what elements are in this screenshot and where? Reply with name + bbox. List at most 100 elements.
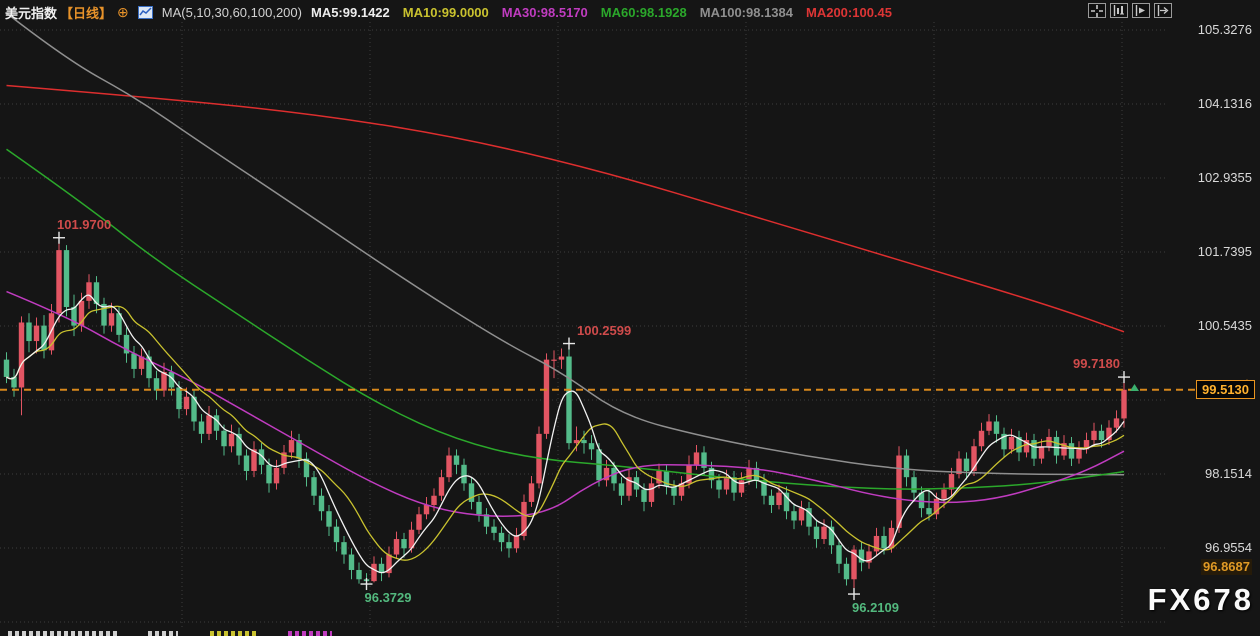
candle-body <box>866 551 872 563</box>
candle-body <box>858 549 865 563</box>
candle-body <box>438 477 445 496</box>
period-label[interactable]: 【日线】 <box>60 6 113 21</box>
candle-body <box>626 477 632 496</box>
axis-label: 98.1514 <box>1205 465 1252 481</box>
axis-label: 102.9355 <box>1197 170 1252 185</box>
candle-body <box>776 492 782 506</box>
candle-body <box>408 529 415 549</box>
candle-body <box>956 458 962 475</box>
price-annotation: 96.2109 <box>852 600 899 616</box>
candle-body <box>603 467 610 481</box>
candle-body <box>93 282 100 304</box>
ma30-line <box>6 290 1125 517</box>
candle-body <box>108 313 115 326</box>
candle-body <box>1113 418 1120 428</box>
candle-body <box>123 334 130 354</box>
candle-body <box>1001 433 1007 450</box>
clipped-indicator-row-3 <box>210 631 258 636</box>
reference-price-label: 96.8687 <box>1201 559 1252 575</box>
candle-body <box>948 474 955 490</box>
candle-body <box>1031 440 1037 459</box>
ma-settings-label[interactable]: MA(5,10,30,60,100,200) <box>161 5 302 20</box>
candle-body <box>551 359 557 361</box>
candle-body <box>746 467 752 481</box>
candle-body <box>183 396 190 410</box>
candle-body <box>288 440 295 453</box>
candle-body <box>911 477 917 493</box>
scale-left-button[interactable] <box>1110 3 1128 18</box>
candle-body <box>1038 446 1045 459</box>
candle-body <box>71 307 77 326</box>
candle-body <box>521 501 527 536</box>
candle-body <box>161 371 167 391</box>
candle-body <box>791 511 797 521</box>
ma60-line <box>6 148 1125 490</box>
candle-body <box>731 477 737 493</box>
ma10-line <box>6 305 1125 561</box>
axis-label: 104.1316 <box>1197 96 1252 111</box>
candle-body <box>663 470 670 487</box>
candle-body <box>468 483 475 502</box>
candle-body <box>753 467 760 481</box>
candle-body <box>813 526 820 540</box>
clipped-indicator-row-1 <box>8 631 118 636</box>
candle-body <box>986 421 992 431</box>
candle-body <box>56 250 62 314</box>
ma-value: MA30:98.5170 <box>501 5 588 20</box>
candle-body <box>566 356 572 444</box>
candle-body <box>281 452 287 468</box>
ma-value: MA10:99.0000 <box>402 5 489 20</box>
candle-body <box>873 535 880 552</box>
candle-body <box>903 455 910 478</box>
line-chart-icon[interactable] <box>137 6 153 19</box>
candle-body <box>558 356 565 360</box>
candle-body <box>528 483 535 502</box>
scale-right-button[interactable] <box>1132 3 1150 18</box>
candle-body <box>446 455 452 478</box>
candle-body <box>378 563 385 574</box>
axis-label: 101.7395 <box>1197 244 1252 259</box>
crosshair-button[interactable] <box>1088 3 1106 18</box>
candle-body <box>611 467 617 484</box>
candle-body <box>461 464 467 484</box>
candle-body <box>326 511 332 527</box>
candle-body <box>978 430 985 447</box>
candle-body <box>221 430 227 447</box>
candle-body <box>33 325 40 342</box>
price-annotation: 99.7180 <box>1073 356 1120 372</box>
candle-body <box>431 495 437 506</box>
candle-body <box>941 489 947 499</box>
candle-body <box>918 492 925 509</box>
candle-body <box>618 483 625 496</box>
candle-body <box>738 480 745 493</box>
candle-body <box>386 554 392 574</box>
candle-body <box>581 440 587 444</box>
candle-body <box>963 458 970 471</box>
candle-body <box>356 569 362 580</box>
candle-body <box>311 477 317 496</box>
candle-body <box>1023 440 1030 453</box>
candle-body <box>101 303 107 326</box>
candle-body <box>423 505 430 515</box>
candle-body <box>476 501 482 515</box>
candle-body <box>228 433 235 447</box>
candle-body <box>881 535 887 549</box>
add-indicator-icon[interactable]: ⊕ <box>117 4 129 20</box>
candle-body <box>798 508 805 521</box>
candles-layer <box>3 237 1127 595</box>
candle-body <box>78 300 85 326</box>
chart-header: 美元指数 【日线】 ⊕ MA(5,10,30,60,100,200) MA5:9… <box>5 3 892 22</box>
candle-body <box>318 495 325 512</box>
candle-body <box>483 514 490 527</box>
candle-body <box>191 396 197 422</box>
candle-body <box>693 452 700 465</box>
candle-body <box>348 554 355 570</box>
candle-body <box>828 526 835 546</box>
shift-right-button[interactable] <box>1154 3 1172 18</box>
candle-body <box>896 455 902 528</box>
candle-body <box>453 455 460 465</box>
candle-body <box>933 498 940 515</box>
candle-body <box>1053 436 1060 456</box>
